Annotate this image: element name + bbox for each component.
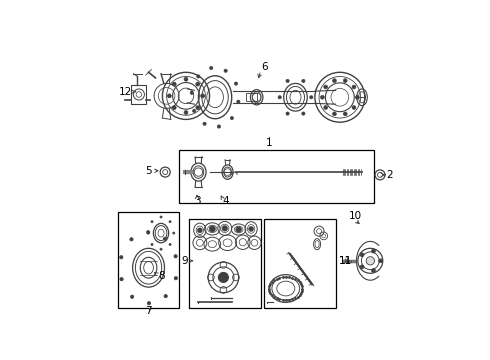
Circle shape bbox=[324, 105, 328, 109]
Circle shape bbox=[333, 79, 336, 82]
Circle shape bbox=[249, 226, 253, 231]
Circle shape bbox=[201, 94, 204, 98]
Text: 12: 12 bbox=[119, 87, 132, 97]
Circle shape bbox=[286, 79, 289, 82]
Bar bbox=[130, 85, 146, 104]
Circle shape bbox=[193, 109, 196, 113]
Circle shape bbox=[224, 69, 227, 72]
Circle shape bbox=[352, 85, 356, 89]
Text: 11: 11 bbox=[339, 256, 352, 266]
Circle shape bbox=[168, 94, 172, 98]
Circle shape bbox=[169, 243, 171, 246]
Bar bbox=[118, 212, 179, 308]
Circle shape bbox=[184, 111, 188, 114]
Circle shape bbox=[360, 265, 364, 269]
Bar bbox=[264, 219, 336, 308]
Text: 2: 2 bbox=[387, 170, 393, 180]
Text: 6: 6 bbox=[261, 62, 268, 72]
Circle shape bbox=[371, 249, 375, 253]
Text: 1: 1 bbox=[266, 138, 272, 148]
Circle shape bbox=[237, 100, 240, 103]
Circle shape bbox=[320, 95, 324, 99]
Circle shape bbox=[130, 238, 133, 241]
Text: 5: 5 bbox=[145, 166, 152, 176]
Circle shape bbox=[196, 75, 200, 78]
Circle shape bbox=[210, 66, 213, 69]
Circle shape bbox=[130, 295, 134, 298]
Circle shape bbox=[184, 77, 188, 81]
Text: 3: 3 bbox=[194, 195, 200, 206]
Circle shape bbox=[151, 243, 153, 246]
Text: 7: 7 bbox=[145, 306, 152, 316]
Circle shape bbox=[151, 221, 153, 223]
Text: 4: 4 bbox=[223, 195, 229, 206]
Circle shape bbox=[379, 259, 383, 263]
Circle shape bbox=[360, 253, 364, 257]
Circle shape bbox=[163, 237, 167, 240]
Text: 11: 11 bbox=[339, 256, 352, 266]
Circle shape bbox=[203, 122, 206, 125]
Circle shape bbox=[209, 226, 216, 232]
Circle shape bbox=[196, 82, 200, 86]
Text: 9: 9 bbox=[181, 256, 188, 266]
Circle shape bbox=[160, 216, 162, 218]
Circle shape bbox=[120, 256, 123, 259]
Circle shape bbox=[343, 79, 347, 82]
Bar bbox=[189, 219, 261, 308]
Circle shape bbox=[147, 231, 150, 234]
Circle shape bbox=[310, 96, 313, 99]
Circle shape bbox=[302, 112, 305, 115]
Circle shape bbox=[172, 82, 176, 86]
Circle shape bbox=[324, 85, 328, 89]
Circle shape bbox=[190, 91, 194, 94]
Circle shape bbox=[371, 269, 375, 273]
Circle shape bbox=[197, 228, 202, 233]
Circle shape bbox=[278, 96, 281, 99]
Circle shape bbox=[234, 82, 238, 85]
Circle shape bbox=[160, 248, 162, 250]
Circle shape bbox=[147, 232, 149, 234]
Circle shape bbox=[147, 302, 150, 305]
Circle shape bbox=[302, 79, 305, 82]
Circle shape bbox=[355, 95, 359, 99]
Circle shape bbox=[286, 112, 289, 115]
Circle shape bbox=[366, 257, 374, 265]
Circle shape bbox=[222, 226, 227, 231]
Circle shape bbox=[120, 278, 123, 281]
Bar bbox=[245, 93, 257, 102]
Circle shape bbox=[172, 106, 176, 109]
Text: 10: 10 bbox=[348, 211, 362, 221]
Circle shape bbox=[230, 116, 234, 120]
Circle shape bbox=[172, 232, 175, 234]
Circle shape bbox=[343, 112, 347, 116]
Circle shape bbox=[169, 221, 171, 223]
Circle shape bbox=[217, 125, 220, 128]
Text: 8: 8 bbox=[159, 271, 165, 281]
Circle shape bbox=[236, 226, 242, 232]
Bar bbox=[179, 150, 374, 203]
Circle shape bbox=[174, 255, 177, 258]
Circle shape bbox=[164, 294, 167, 298]
Circle shape bbox=[196, 106, 200, 109]
Circle shape bbox=[219, 273, 228, 283]
Circle shape bbox=[352, 105, 356, 109]
Circle shape bbox=[174, 276, 177, 280]
Circle shape bbox=[333, 112, 336, 116]
